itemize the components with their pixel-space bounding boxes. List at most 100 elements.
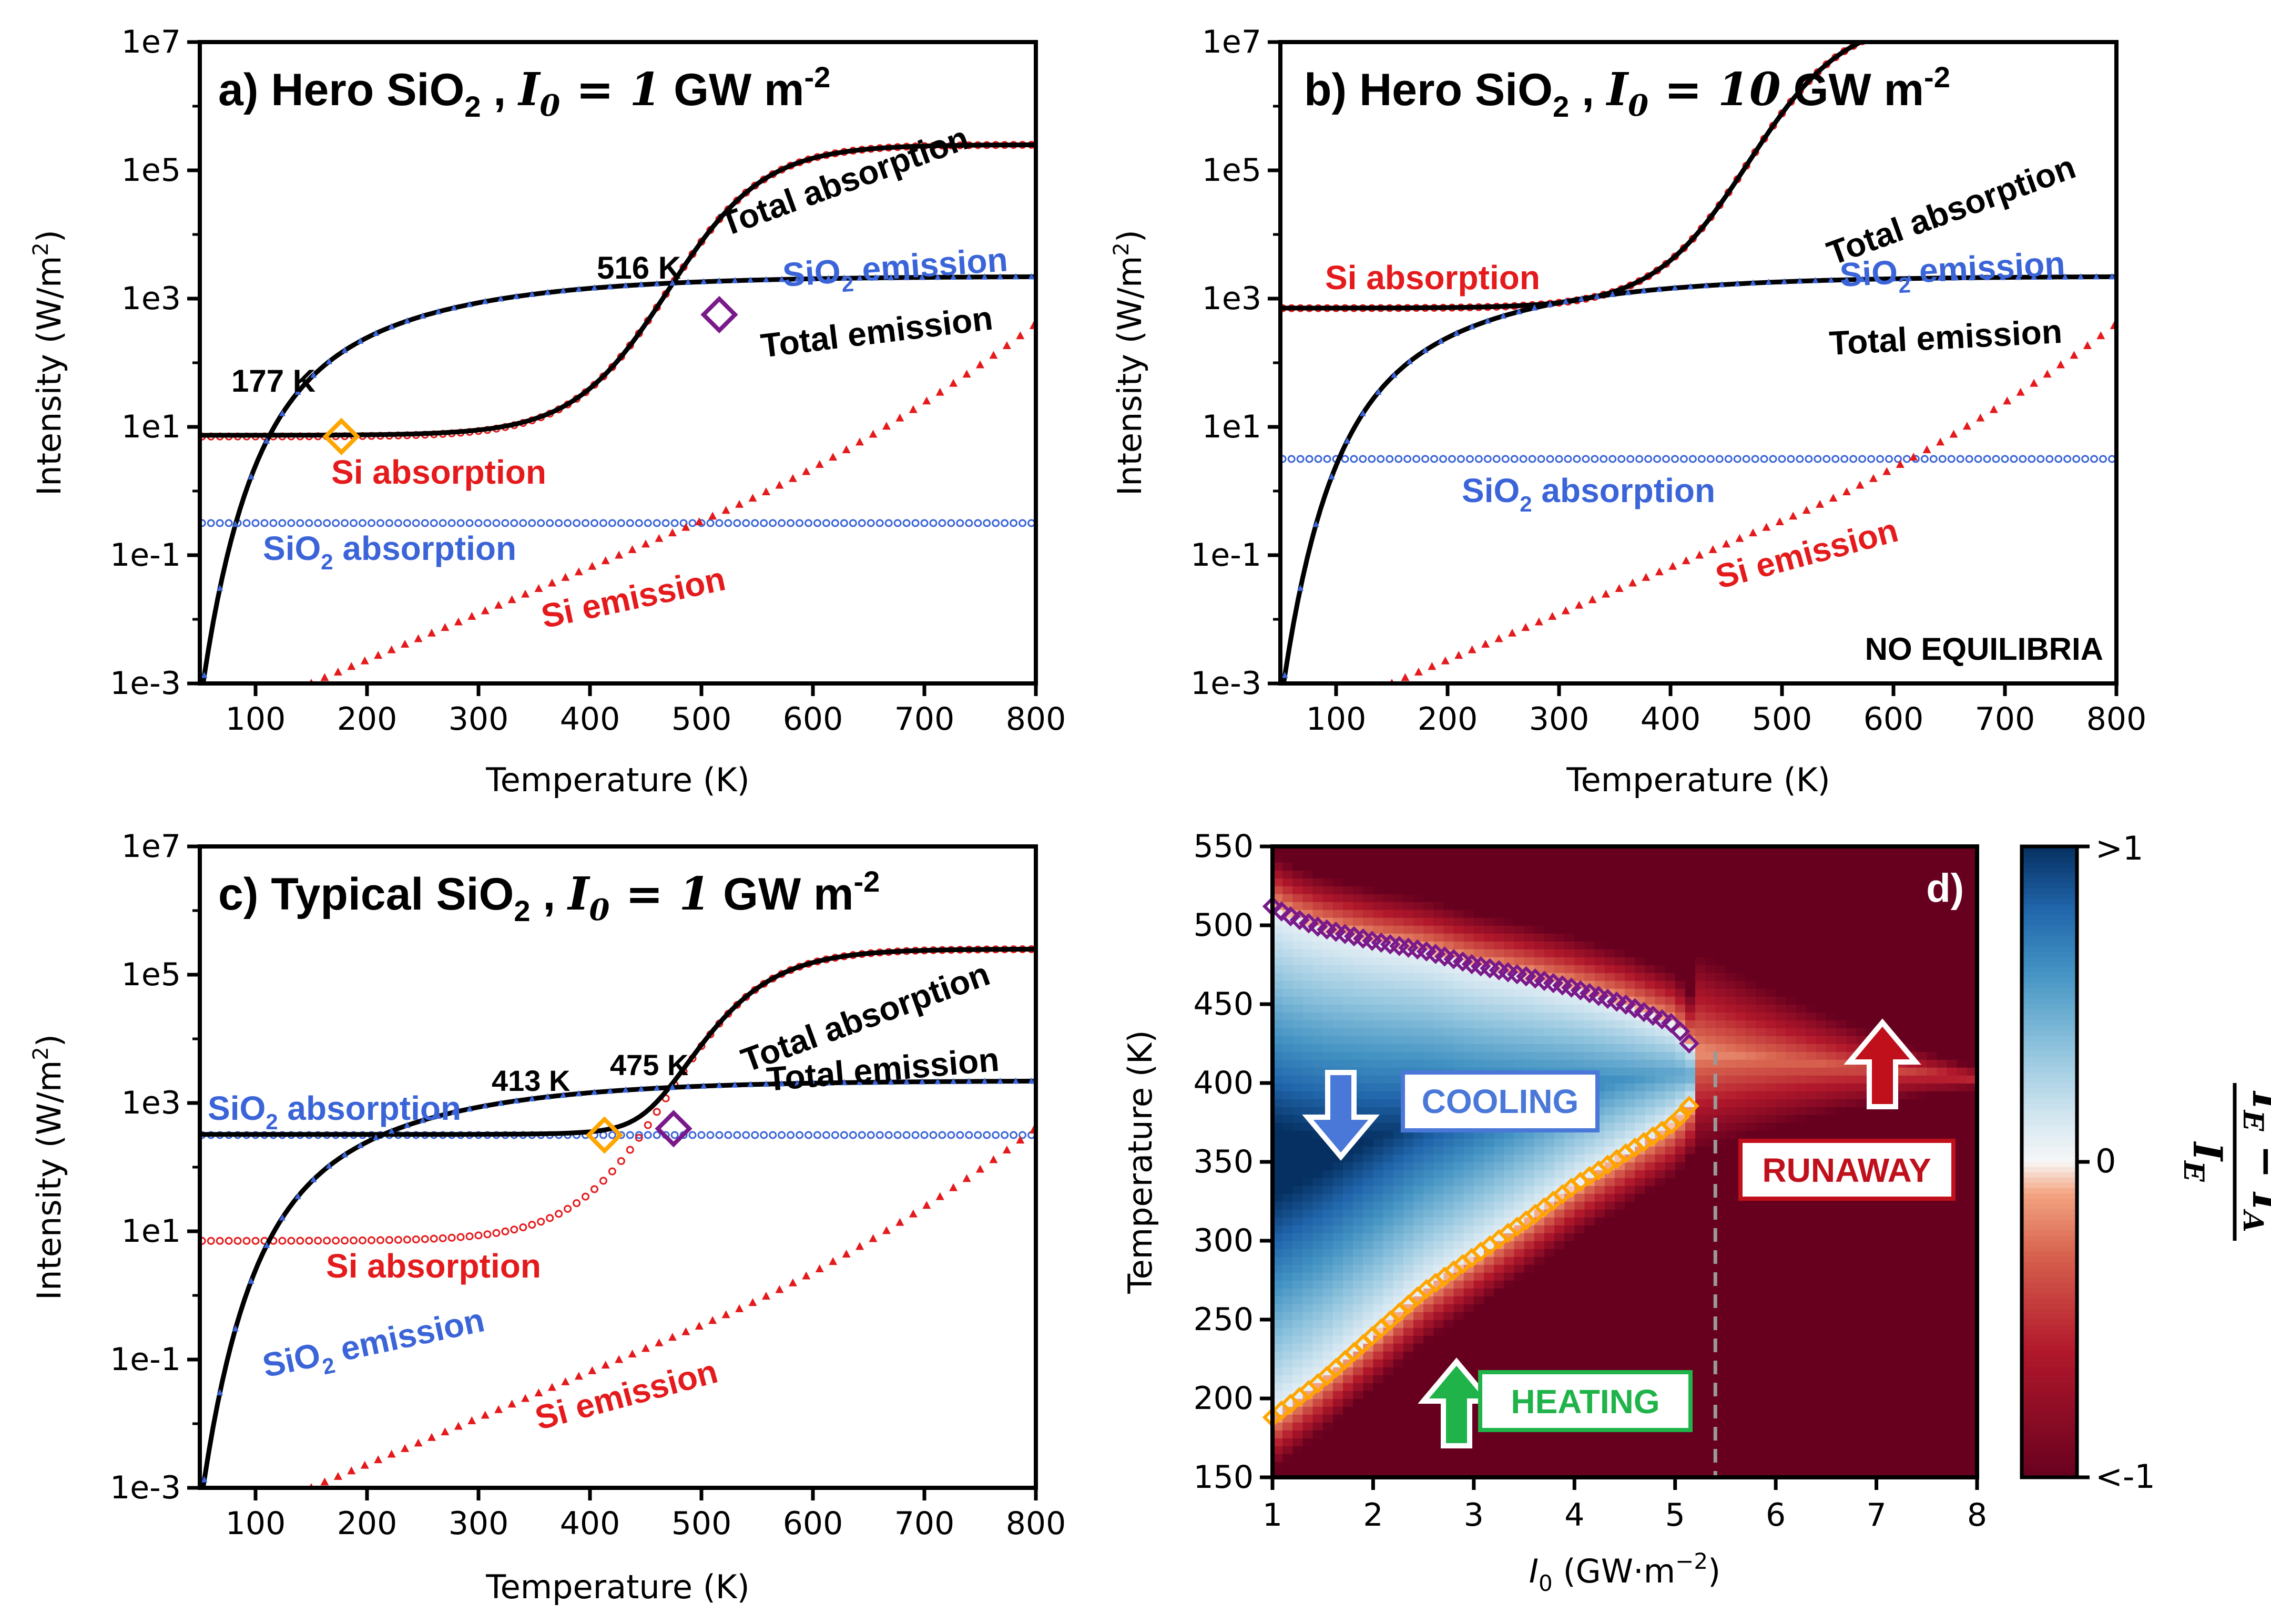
heatmap-cell bbox=[1574, 1351, 1585, 1360]
sio2-absorption-point bbox=[1287, 455, 1296, 463]
heatmap-cell bbox=[1473, 1438, 1484, 1446]
heatmap-cell bbox=[1715, 1217, 1726, 1225]
heatmap-cell bbox=[1695, 1051, 1706, 1060]
heatmap-cell bbox=[1705, 1020, 1716, 1028]
heatmap-cell bbox=[1635, 1241, 1646, 1249]
heatmap-cell bbox=[1312, 894, 1323, 902]
sio2-absorption-point bbox=[1956, 455, 1964, 463]
heatmap-cell bbox=[1383, 1383, 1394, 1391]
sio2-emission-point bbox=[669, 279, 676, 286]
heatmap-cell bbox=[1413, 1201, 1424, 1210]
si-absorption-point bbox=[278, 1237, 287, 1245]
heatmap-cell bbox=[1363, 1422, 1374, 1431]
heatmap-cell bbox=[1373, 1146, 1384, 1155]
heatmap-cell bbox=[1534, 1012, 1545, 1020]
heatmap-cell bbox=[1383, 1422, 1394, 1431]
heatmap-cell bbox=[1363, 1398, 1374, 1407]
sio2-absorption-point bbox=[1546, 455, 1554, 463]
si-absorption-point bbox=[242, 1237, 251, 1245]
heatmap-cell bbox=[1443, 910, 1454, 918]
si-emission-point bbox=[320, 673, 329, 681]
heatmap-cell bbox=[1514, 1162, 1525, 1170]
heatmap-cell bbox=[1554, 917, 1565, 926]
heatmap-cell bbox=[1534, 854, 1545, 863]
sio2-emission-point bbox=[1578, 295, 1585, 302]
heatmap-cell bbox=[1332, 1051, 1343, 1060]
heatmap-cell bbox=[1695, 949, 1706, 957]
heatmap-cell bbox=[1494, 910, 1505, 918]
sio2-absorption-point bbox=[751, 519, 759, 527]
heatmap-cell bbox=[1735, 1249, 1746, 1257]
heatmap-cell bbox=[1463, 1272, 1474, 1281]
heatmap-cell bbox=[1655, 1249, 1666, 1257]
heatmap-cell bbox=[1725, 870, 1736, 879]
heatmap-cell bbox=[1343, 996, 1353, 1005]
heatmap-cell bbox=[1494, 1209, 1505, 1218]
heatmap-cell bbox=[1625, 1099, 1635, 1107]
heatmap-cell bbox=[1282, 941, 1294, 949]
heatmap-cell bbox=[1645, 933, 1656, 942]
sio2-emission-point bbox=[388, 323, 395, 330]
sio2-emission-point bbox=[762, 276, 769, 283]
heatmap-cell bbox=[1282, 980, 1294, 989]
heatmap-cell bbox=[1625, 1280, 1635, 1289]
heatmap-cell bbox=[1312, 1438, 1323, 1446]
heatmap-cell bbox=[1363, 1051, 1374, 1060]
heatmap-cell bbox=[1675, 1264, 1686, 1273]
heatmap-cell bbox=[1745, 1320, 1756, 1328]
heatmap-cell bbox=[1695, 910, 1706, 918]
heatmap-cell bbox=[1504, 1178, 1515, 1186]
sio2-emission-point bbox=[965, 273, 972, 280]
si-emission-point bbox=[574, 567, 583, 576]
heatmap-cell bbox=[1685, 878, 1696, 886]
heatmap-cell bbox=[1715, 1398, 1726, 1407]
heatmap-cell bbox=[1332, 1462, 1343, 1470]
heatmap-cell bbox=[1343, 1272, 1353, 1281]
heatmap-cell bbox=[1403, 1359, 1414, 1367]
heatmap-cell bbox=[1604, 1091, 1615, 1099]
heatmap-cell bbox=[1625, 1107, 1635, 1115]
heatmap-cell bbox=[1484, 870, 1494, 879]
x-tick-label: 200 bbox=[1418, 701, 1478, 738]
heatmap-cell bbox=[1272, 1462, 1283, 1470]
heatmap-cell bbox=[1604, 1233, 1615, 1241]
si-absorption-point bbox=[1858, 42, 1866, 46]
heatmap-cell bbox=[1665, 1075, 1676, 1084]
heatmap-cell bbox=[1393, 988, 1404, 997]
heatmap-cell bbox=[1373, 965, 1384, 973]
sio2-absorption-point bbox=[1350, 455, 1358, 463]
sio2-absorption-point bbox=[216, 519, 224, 527]
heatmap-cell bbox=[1735, 1359, 1746, 1367]
heatmap-cell bbox=[1322, 894, 1333, 902]
heatmap-cell bbox=[1403, 1036, 1414, 1044]
heatmap-cell bbox=[1403, 1430, 1414, 1438]
heatmap-cell bbox=[1524, 1351, 1535, 1360]
heatmap-cell bbox=[1594, 902, 1605, 910]
sio2-absorption-point bbox=[929, 519, 938, 527]
si-absorption-point bbox=[251, 1237, 260, 1245]
heatmap-cell bbox=[1685, 862, 1696, 871]
heatmap-cell bbox=[1443, 1304, 1454, 1312]
heatmap-cell bbox=[1343, 1438, 1353, 1446]
sio2-absorption-point bbox=[1814, 455, 1822, 463]
heatmap-cell bbox=[1302, 1012, 1313, 1020]
sio2-absorption-point bbox=[1635, 455, 1644, 463]
heatmap-cell bbox=[1725, 1241, 1736, 1249]
heatmap-cell bbox=[1302, 878, 1313, 886]
heatmap-cell bbox=[1725, 1020, 1736, 1028]
heatmap-cell bbox=[1745, 1272, 1756, 1281]
heatmap-cell bbox=[1625, 1343, 1635, 1352]
heatmap-cell bbox=[1645, 1233, 1656, 1241]
heatmap-cell bbox=[1584, 1036, 1595, 1044]
heatmap-cell bbox=[1443, 1138, 1454, 1147]
heatmap-cell bbox=[1614, 1264, 1625, 1273]
heatmap-cell bbox=[1665, 1201, 1676, 1210]
heatmap-cell bbox=[1675, 1304, 1686, 1312]
heatmap-cell bbox=[1322, 1162, 1333, 1170]
heatmap-cell bbox=[1635, 965, 1646, 973]
heatmap-cell bbox=[1302, 1028, 1313, 1036]
heatmap-cell bbox=[1675, 902, 1686, 910]
heatmap-cell bbox=[1594, 886, 1605, 894]
heatmap-cell bbox=[1332, 1225, 1343, 1233]
sio2-absorption-point bbox=[492, 519, 501, 527]
